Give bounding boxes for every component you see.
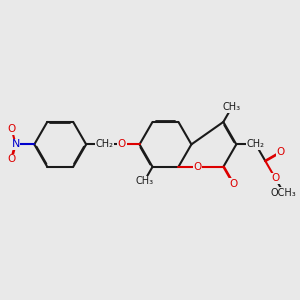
- Text: O: O: [8, 154, 16, 164]
- Text: O: O: [8, 124, 16, 134]
- Text: O: O: [193, 162, 202, 172]
- Text: O: O: [271, 173, 279, 183]
- Text: O: O: [277, 147, 285, 158]
- Text: O: O: [229, 179, 237, 189]
- Text: CH₂: CH₂: [247, 140, 265, 149]
- Text: CH₃: CH₃: [135, 176, 153, 186]
- Text: N: N: [11, 140, 20, 149]
- Text: CH₃: CH₃: [223, 102, 241, 112]
- Text: CH₂: CH₂: [95, 140, 113, 149]
- Text: O: O: [118, 140, 126, 149]
- Text: OCH₃: OCH₃: [271, 188, 296, 198]
